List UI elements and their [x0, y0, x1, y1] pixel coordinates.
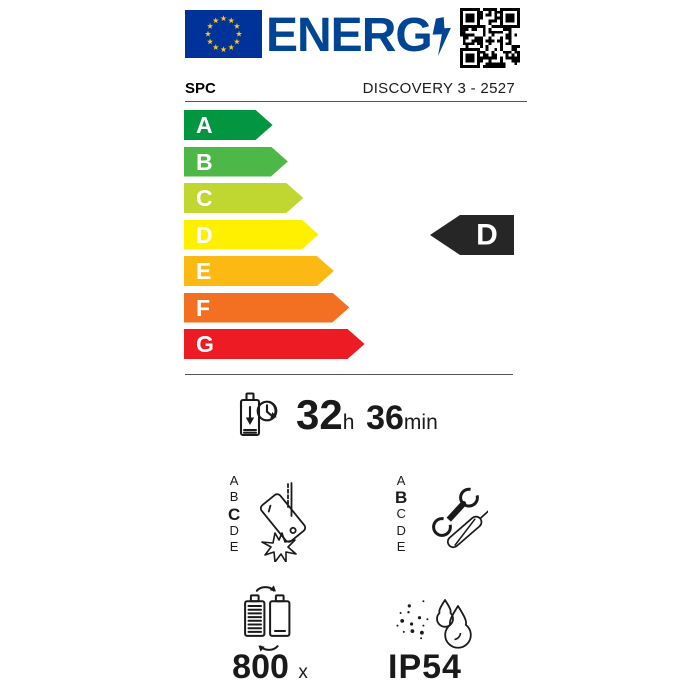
svg-text:D: D [476, 219, 498, 252]
